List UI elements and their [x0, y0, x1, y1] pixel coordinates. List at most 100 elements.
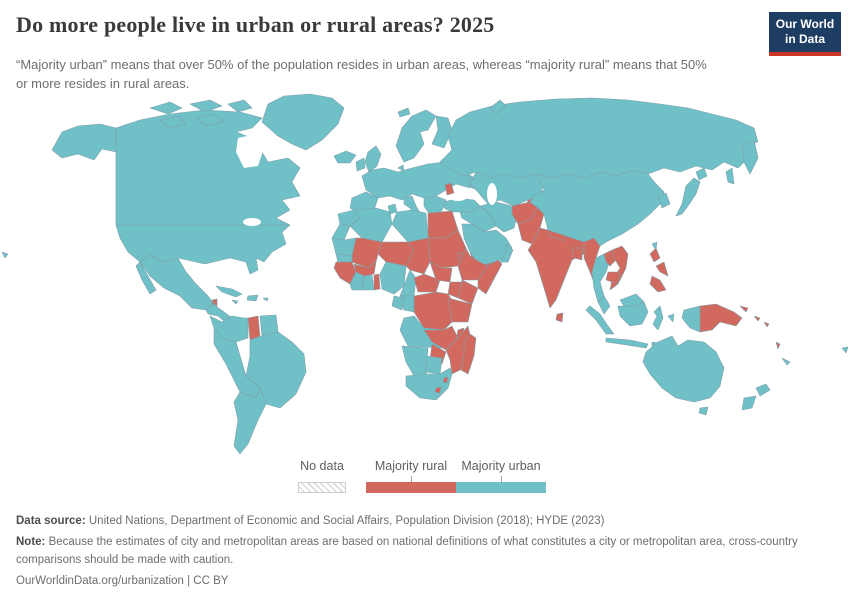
legend-urban-swatch[interactable]: [456, 482, 546, 493]
license-link[interactable]: OurWorldinData.org/urbanization | CC BY: [16, 574, 229, 587]
note-line: Note: Because the estimates of city and …: [16, 534, 836, 569]
country-cambodia[interactable]: [605, 271, 621, 285]
country-togo[interactable]: [373, 273, 381, 291]
legend-no-data-label: No data: [300, 459, 344, 473]
country-uganda[interactable]: [447, 281, 463, 299]
country-puerto-rico[interactable]: [262, 297, 269, 302]
country-indonesia[interactable]: [585, 301, 675, 349]
country-indonesian-papua[interactable]: [681, 305, 701, 333]
country-namibia[interactable]: [401, 345, 429, 377]
country-cuba[interactable]: [215, 285, 243, 298]
country-korea[interactable]: [657, 192, 671, 209]
country-greenland[interactable]: [261, 93, 345, 151]
country-hawaii[interactable]: [1, 251, 9, 259]
legend-rural-swatch[interactable]: [366, 482, 456, 493]
country-central-african-republic[interactable]: [413, 273, 441, 293]
country-tunisia[interactable]: [387, 203, 398, 215]
country-novaya-zemlya[interactable]: [489, 99, 507, 115]
legend-urban-tick: [500, 476, 502, 482]
note-text: Because the estimates of city and metrop…: [16, 536, 798, 566]
page-title: Do more people live in urban or rural ar…: [16, 12, 495, 37]
country-australia[interactable]: [642, 335, 725, 416]
country-new-caledonia[interactable]: [781, 357, 791, 366]
country-botswana[interactable]: [425, 355, 443, 375]
country-south-africa[interactable]: [405, 367, 453, 401]
country-iceland[interactable]: [333, 150, 357, 164]
legend-urban-label: Majority urban: [461, 459, 541, 473]
country-ireland[interactable]: [355, 157, 366, 172]
country-western-sahara[interactable]: [331, 223, 351, 241]
country-oman[interactable]: [499, 243, 514, 263]
owid-logo-line2: in Data: [784, 32, 825, 46]
country-algeria[interactable]: [349, 207, 393, 243]
country-denmark[interactable]: [397, 164, 405, 172]
data-source-label: Data source:: [16, 515, 86, 527]
country-tanzania[interactable]: [447, 297, 473, 323]
country-hispaniola[interactable]: [246, 294, 259, 302]
country-kamchatka[interactable]: [741, 139, 759, 175]
country-scandinavia[interactable]: [395, 109, 437, 163]
country-finland[interactable]: [431, 115, 453, 149]
country-mali[interactable]: [351, 237, 383, 269]
country-libya[interactable]: [391, 209, 429, 243]
country-papua-new-guinea[interactable]: [699, 303, 749, 333]
legend-no-data-swatch[interactable]: [298, 482, 346, 493]
caspian-sea: [487, 183, 497, 205]
hudson-bay: [236, 134, 264, 168]
country-guyana[interactable]: [247, 315, 261, 341]
owid-logo-line1: Our World: [775, 17, 835, 31]
country-fiji[interactable]: [841, 346, 849, 354]
country-united-kingdom[interactable]: [364, 145, 382, 173]
country-gabon[interactable]: [391, 295, 405, 311]
country-argentina-chile[interactable]: [233, 387, 267, 455]
country-new-zealand[interactable]: [741, 383, 771, 411]
chart-footer: Data source: United Nations, Department …: [16, 513, 836, 594]
country-bangladesh[interactable]: [571, 247, 583, 261]
country-madagascar[interactable]: [460, 333, 477, 375]
country-solomon-islands[interactable]: [753, 315, 770, 328]
country-moldova[interactable]: [444, 182, 455, 196]
country-svalbard[interactable]: [397, 107, 411, 118]
data-source-line: Data source: United Nations, Department …: [16, 513, 836, 530]
country-philippines[interactable]: [649, 247, 669, 293]
country-eswatini[interactable]: [442, 376, 449, 384]
country-jamaica[interactable]: [231, 299, 239, 305]
country-vietnam[interactable]: [609, 245, 629, 291]
data-source-text: United Nations, Department of Economic a…: [85, 515, 605, 527]
country-pakistan[interactable]: [517, 207, 545, 245]
country-lesotho[interactable]: [434, 386, 442, 394]
country-europe-mainland[interactable]: [361, 161, 479, 201]
legend-rural-label: Majority rural: [374, 459, 448, 473]
country-vanuatu[interactable]: [775, 341, 781, 350]
country-ghana[interactable]: [361, 274, 375, 291]
country-alaska[interactable]: [51, 123, 117, 161]
country-sri-lanka[interactable]: [555, 312, 564, 323]
legend-rural-tick: [410, 476, 412, 482]
country-south-sudan[interactable]: [429, 261, 453, 283]
country-arctic-islands[interactable]: [149, 99, 253, 129]
country-nigeria[interactable]: [379, 261, 407, 295]
country-china[interactable]: [529, 169, 665, 247]
map-countries: [1, 93, 849, 455]
country-central-america[interactable]: [205, 299, 233, 325]
country-japan[interactable]: [675, 167, 708, 217]
country-mexico[interactable]: [135, 254, 215, 311]
note-label: Note:: [16, 536, 46, 549]
country-sakhalin[interactable]: [725, 167, 735, 185]
black-sea: [449, 193, 467, 201]
owid-logo[interactable]: Our World in Data: [769, 12, 841, 56]
country-ethiopia[interactable]: [457, 247, 489, 281]
country-iran[interactable]: [479, 201, 519, 233]
legend-rural[interactable]: Majority rural: [366, 459, 456, 493]
country-russia[interactable]: [439, 97, 759, 179]
legend-urban[interactable]: Majority urban: [456, 459, 546, 493]
chart-subtitle: “Majority urban” means that over 50% of …: [16, 57, 707, 91]
country-cameroon[interactable]: [399, 269, 417, 297]
owid-logo-red-bar: [769, 52, 841, 56]
great-lakes: [243, 218, 261, 226]
legend-no-data[interactable]: No data: [298, 459, 346, 493]
country-burkina-faso[interactable]: [353, 261, 377, 277]
map-legend: No data Majority rural Majority urban: [298, 459, 546, 493]
